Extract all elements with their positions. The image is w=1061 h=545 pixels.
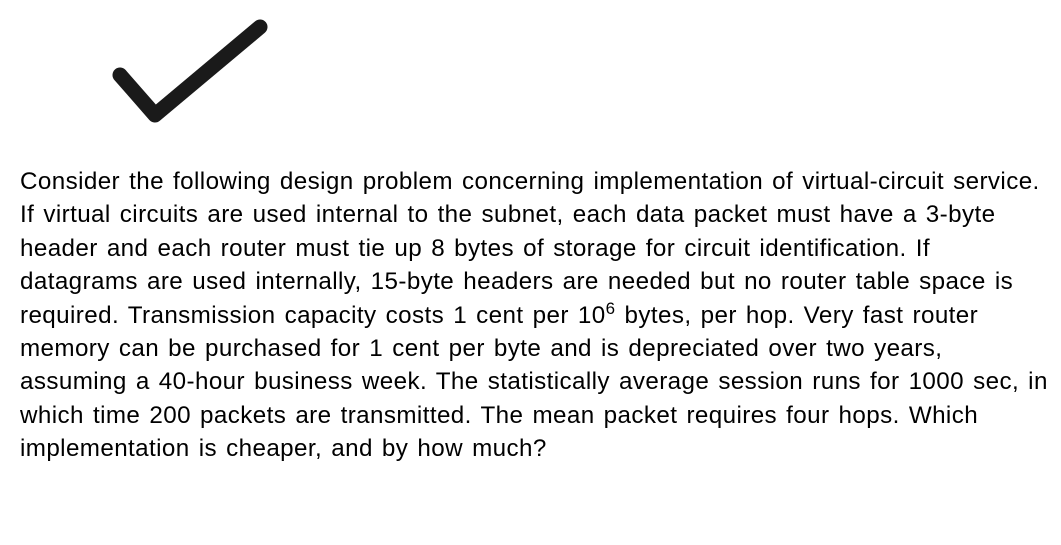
checkmark-annotation — [100, 15, 300, 155]
checkmark-icon — [100, 15, 300, 155]
problem-paragraph: Consider the following design problem co… — [20, 165, 1051, 466]
superscript-exponent: 6 — [606, 299, 616, 318]
document-page: Consider the following design problem co… — [0, 0, 1061, 545]
